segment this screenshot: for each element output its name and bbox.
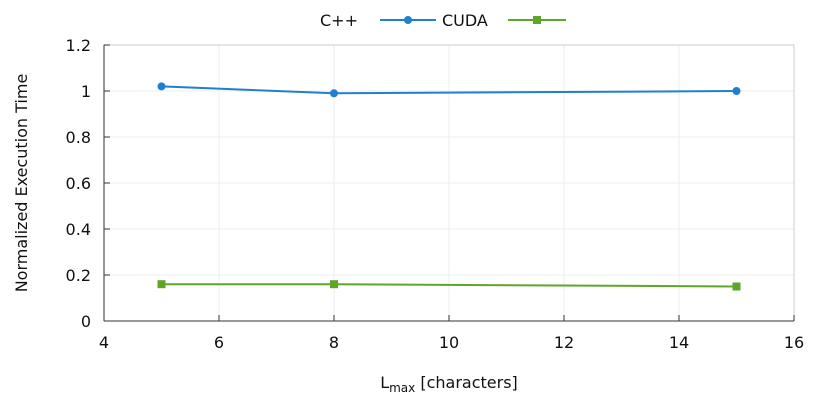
x-axis-label-main: L: [380, 373, 389, 392]
y-tick-label: 0.8: [66, 128, 91, 147]
y-tick-label: 1.2: [66, 36, 91, 55]
y-tick-label: 1: [81, 82, 91, 101]
x-tick-label: 4: [99, 333, 109, 352]
data-point-c: [330, 89, 338, 98]
x-axis-label-rest: [characters]: [415, 373, 518, 392]
legend-label-c: C++: [320, 11, 358, 30]
data-point-cuda: [157, 280, 166, 289]
series-layer: [157, 82, 741, 291]
legend: C++ CUDA: [320, 11, 566, 30]
y-axis-label: Normalized Execution Time: [12, 74, 31, 293]
grid: [103, 44, 795, 322]
x-axis-label-subscript: max: [389, 381, 415, 395]
x-ticks: 4 6 8 10 12 14 16: [99, 315, 804, 352]
x-tick-label: 16: [784, 333, 804, 352]
x-tick-label: 6: [214, 333, 224, 352]
y-tick-label: 0.4: [66, 220, 91, 239]
x-tick-label: 10: [439, 333, 459, 352]
x-tick-label: 14: [669, 333, 689, 352]
legend-marker-c: [404, 16, 412, 24]
y-tick-label: 0.2: [66, 266, 91, 285]
x-tick-label: 8: [329, 333, 339, 352]
x-axis-label: Lmax [characters]: [380, 373, 518, 395]
data-point-cuda: [732, 282, 741, 291]
data-point-c: [157, 82, 166, 91]
data-point-cuda: [330, 280, 338, 289]
legend-marker-cuda: [533, 16, 541, 24]
data-point-c: [732, 87, 741, 95]
x-tick-label: 12: [554, 333, 574, 352]
legend-label-cuda: CUDA: [442, 11, 488, 30]
y-tick-label: 0: [81, 312, 91, 331]
y-ticks: 0 0.2 0.4 0.6 0.8 1 1.2: [66, 36, 110, 331]
y-tick-label: 0.6: [66, 174, 91, 193]
